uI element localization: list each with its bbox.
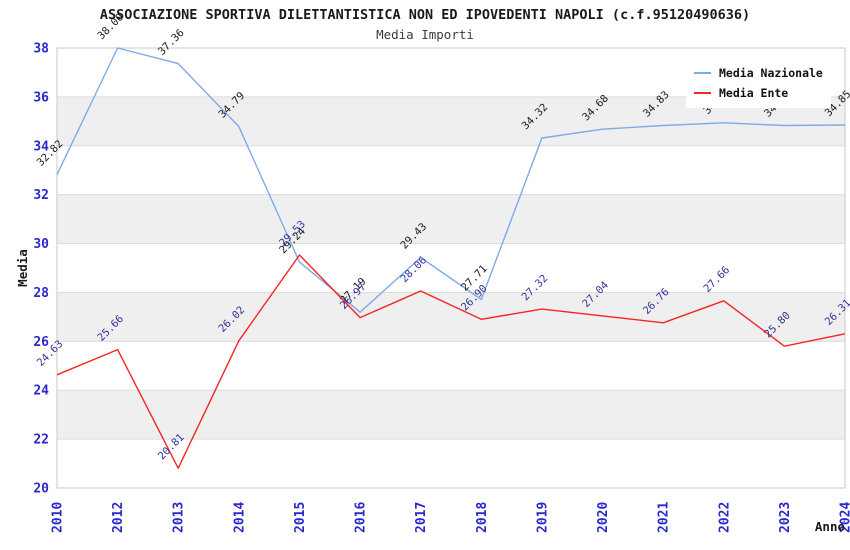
data-point-label: 37.36: [156, 27, 187, 58]
chart-legend: Media Nazionale Media Ente: [686, 58, 831, 108]
x-tick-label: 2022: [717, 502, 732, 533]
plot-band: [57, 194, 845, 244]
x-tick-label: 2024: [839, 502, 850, 533]
x-tick-label: 2012: [111, 502, 126, 533]
legend-label-media-ente: Media Ente: [719, 86, 789, 100]
data-point-label: 28.06: [398, 254, 429, 285]
plot-band: [57, 390, 845, 440]
y-tick-label: 20: [33, 482, 49, 497]
x-tick-label: 2014: [232, 502, 247, 533]
media-nazionale-line-marker-icon: [694, 72, 711, 74]
media-ente-line-marker-icon: [694, 92, 711, 94]
chart-title: ASSOCIAZIONE SPORTIVA DILETTANTISTICA NO…: [99, 7, 751, 23]
series-line-media-ente: [56, 254, 846, 469]
y-tick-label: 30: [33, 237, 49, 252]
y-axis-title: Media: [15, 249, 30, 287]
x-tick-label: 2021: [657, 502, 672, 533]
y-tick-label: 32: [33, 188, 49, 203]
x-tick-label: 2018: [475, 502, 490, 533]
y-tick-label: 38: [33, 42, 49, 57]
x-tick-label: 2020: [596, 502, 611, 533]
y-tick-label: 34: [33, 139, 49, 154]
y-tick-label: 36: [33, 90, 49, 105]
y-tick-label: 26: [33, 335, 49, 350]
x-tick-label: 2010: [51, 502, 66, 533]
x-tick-label: 2023: [778, 502, 793, 533]
plot-border: [56, 47, 846, 489]
y-tick-label: 28: [33, 286, 49, 301]
series-line-media-nazionale: [56, 47, 846, 313]
x-tick-label: 2019: [535, 502, 550, 533]
x-tick-label: 2016: [354, 502, 369, 533]
plot-band: [57, 292, 845, 342]
x-tick-label: 2013: [172, 502, 187, 533]
x-tick-label: 2015: [293, 502, 308, 533]
chart-subtitle: Media Importi: [376, 27, 474, 42]
x-tick-label: 2017: [414, 502, 429, 533]
x-axis-title: Anno: [815, 519, 845, 534]
y-tick-label: 22: [33, 433, 49, 448]
legend-item-media-ente: Media Ente: [694, 83, 823, 103]
data-point-label: 27.66: [701, 264, 732, 295]
data-point-label: 38.00: [95, 11, 126, 42]
y-tick-label: 24: [33, 384, 49, 399]
legend-label-media-nazionale: Media Nazionale: [719, 66, 823, 80]
legend-item-media-nazionale: Media Nazionale: [694, 63, 823, 83]
